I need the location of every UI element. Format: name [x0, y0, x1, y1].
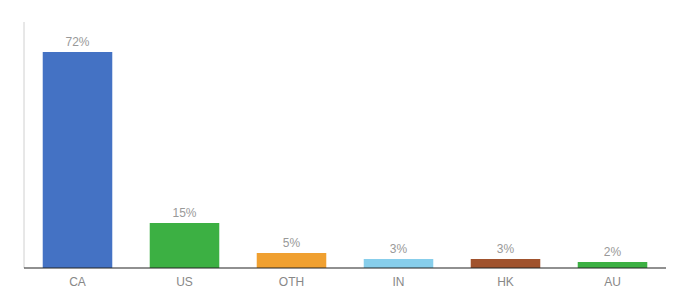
bar	[150, 223, 220, 268]
bar	[364, 259, 434, 268]
data-label: 72%	[65, 35, 89, 49]
data-labels: 72% 15% 5% 3% 3% 2%	[65, 35, 621, 259]
data-label: 3%	[497, 242, 515, 256]
x-tick-labels: CA US OTH IN HK AU	[69, 275, 621, 289]
x-tick-label: AU	[604, 275, 621, 289]
x-tick-label: HK	[497, 275, 514, 289]
y-axis-line	[24, 22, 25, 268]
chart-container: 72% 15% 5% 3% 3% 2% CA US OTH IN HK AU	[0, 0, 680, 300]
data-label: 3%	[390, 242, 408, 256]
x-tick-label: US	[176, 275, 193, 289]
x-axis-line	[24, 267, 666, 268]
data-label: 2%	[604, 245, 622, 259]
background	[0, 0, 680, 300]
data-label: 5%	[283, 236, 301, 250]
data-label: 15%	[172, 206, 196, 220]
x-tick-label: IN	[393, 275, 405, 289]
chart-svg: 72% 15% 5% 3% 3% 2% CA US OTH IN HK AU	[0, 0, 680, 300]
x-tick-label: CA	[69, 275, 86, 289]
bar	[578, 262, 648, 268]
x-tick-label: OTH	[279, 275, 304, 289]
bars	[43, 52, 648, 268]
bar	[257, 253, 327, 268]
bar	[471, 259, 541, 268]
bar	[43, 52, 113, 268]
